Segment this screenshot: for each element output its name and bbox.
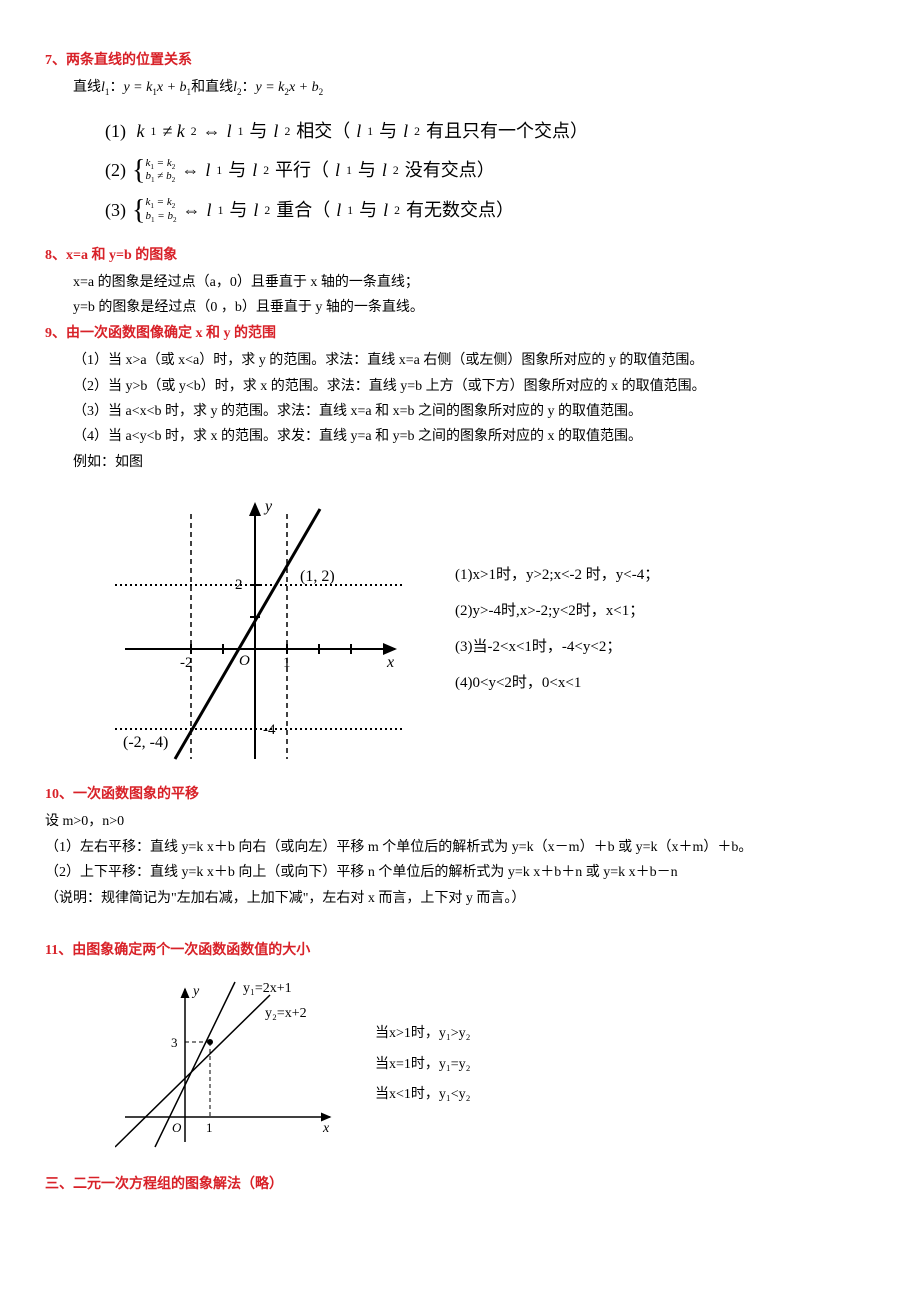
svg-text:2: 2 [235,577,243,593]
section-12-heading: 三、二元一次方程组的图象解法（略） [45,1174,875,1196]
note-4: (4)0<y<2时，0<x<1 [455,665,659,701]
section-10-p3: （说明：规律简记为"左加右减，上加下减"，左右对 x 而言，上下对 y 而言。） [45,888,875,910]
note-3: 当x<1时，y₁<y₂ [375,1080,471,1111]
section-11-notes: 当x>1时，y₁>y₂ 当x=1时，y₁=y₂ 当x<1时，y₁<y₂ [375,1019,471,1111]
svg-text:-2: -2 [180,655,193,671]
section-7-conditions: (1) k1 ≠ k2 ⇔ l1与l2相交（l1与l2有且只有一个交点） (2)… [105,112,875,231]
svg-text:x: x [322,1121,330,1136]
section-9-figure-row: y x O 2 -4 -2 1 (1, 2) (-2, -4) (1)x>1时，… [105,489,875,769]
section-8-line-2: y=b 的图象是经过点（0 ，b）且垂直于 y 轴的一条直线。 [73,297,875,319]
section-7-intro: 直线l1：y = k1x + b1和直线l2：y = k2x + b2 [73,77,875,99]
svg-text:y₁=2x+1: y₁=2x+1 [243,981,292,996]
note-1: (1)x>1时，y>2;x<-2 时，y<-4； [455,557,659,593]
section-9-p1: （1）当 x>a（或 x<a）时，求 y 的范围。求法：直线 x=a 右侧（或左… [73,350,875,372]
section-8-line-1: x=a 的图象是经过点（a，0）且垂直于 x 轴的一条直线； [73,272,875,294]
svg-text:1: 1 [206,1120,213,1135]
svg-text:(-2, -4): (-2, -4) [123,734,168,751]
section-11-heading: 11、由图象确定两个一次函数函数值的大小 [45,940,875,962]
section-9-p4: （4）当 a<y<b 时，求 x 的范围。求发：直线 y=a 和 y=b 之间的… [73,426,875,448]
svg-text:(1, 2): (1, 2) [300,568,335,585]
section-10-p2: （2）上下平移：直线 y=k x＋b 向上（或向下）平移 n 个单位后的解析式为… [45,862,875,884]
svg-text:-4: -4 [263,722,276,738]
section-9-heading: 9、由一次函数图像确定 x 和 y 的范围 [45,323,875,345]
section-10-p0: 设 m>0，n>0 [45,811,875,833]
section-9-example-label: 例如：如图 [73,452,875,474]
svg-text:y: y [191,984,200,999]
section-8-heading: 8、x=a 和 y=b 的图象 [45,245,875,267]
section-7-heading: 7、两条直线的位置关系 [45,50,875,72]
note-2: 当x=1时，y₁=y₂ [375,1050,471,1081]
svg-text:O: O [172,1120,182,1135]
section-11-chart: y x O 3 1 y₁=2x+1 y₂=x+2 [115,977,345,1152]
section-10-heading: 10、一次函数图象的平移 [45,784,875,806]
svg-text:x: x [386,654,394,671]
section-9-p2: （2）当 y>b（或 y<b）时，求 x 的范围。求法：直线 y=b 上方（或下… [73,376,875,398]
section-9-p3: （3）当 a<x<b 时，求 y 的范围。求法：直线 x=a 和 x=b 之间的… [73,401,875,423]
condition-3: (3) { k1 = k2 b1 = b2 ⇔ l1与l2重合（l1与l2有无数… [105,191,875,231]
svg-text:3: 3 [171,1035,178,1050]
condition-1: (1) k1 ≠ k2 ⇔ l1与l2相交（l1与l2有且只有一个交点） [105,112,875,152]
note-3: (3)当-2<x<1时，-4<y<2； [455,629,659,665]
section-9-notes: (1)x>1时，y>2;x<-2 时，y<-4； (2)y>-4时,x>-2;y… [455,557,659,701]
section-10-p1: （1）左右平移：直线 y=k x＋b 向右（或向左）平移 m 个单位后的解析式为… [45,837,875,859]
svg-text:1: 1 [283,655,291,671]
note-2: (2)y>-4时,x>-2;y<2时，x<1； [455,593,659,629]
svg-text:O: O [239,653,250,669]
svg-text:y: y [263,498,273,515]
section-11-figure-row: y x O 3 1 y₁=2x+1 y₂=x+2 当x>1时，y₁>y₂ 当x=… [115,977,875,1152]
section-9-chart: y x O 2 -4 -2 1 (1, 2) (-2, -4) [105,489,415,769]
svg-text:y₂=x+2: y₂=x+2 [265,1006,307,1021]
note-1: 当x>1时，y₁>y₂ [375,1019,471,1050]
condition-2: (2) { k1 = k2 b1 ≠ b2 ⇔ l1与l2平行（l1与l2没有交… [105,151,875,191]
